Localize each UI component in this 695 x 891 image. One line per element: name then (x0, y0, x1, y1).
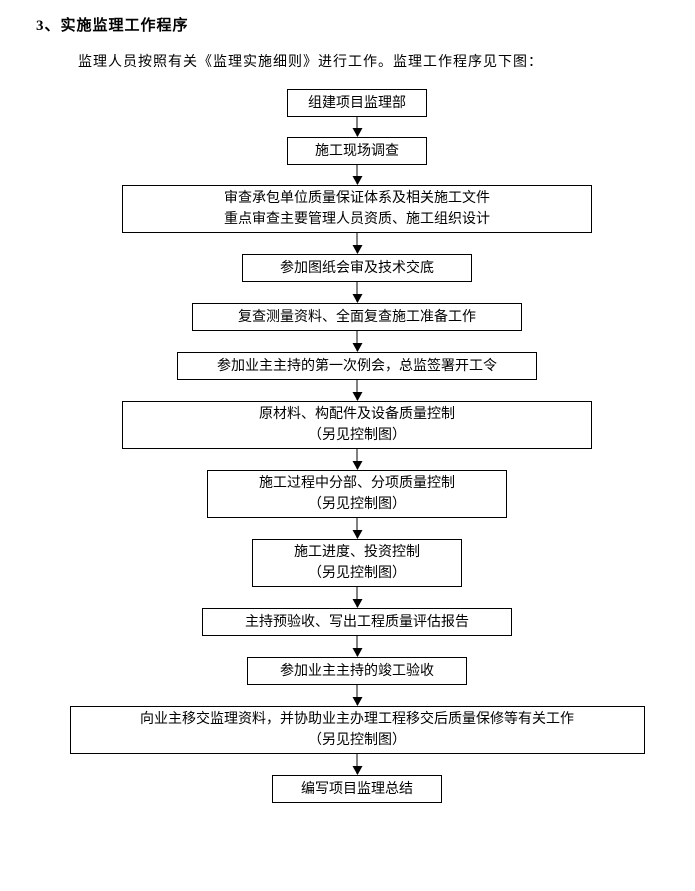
node-text: （另见控制图） (308, 563, 406, 584)
flowchart-node: 主持预验收、写出工程质量评估报告 (202, 608, 512, 636)
flowchart-node: 施工进度、投资控制（另见控制图） (252, 539, 462, 587)
node-text: 主持预验收、写出工程质量评估报告 (245, 612, 469, 633)
flowchart-node: 编写项目监理总结 (272, 775, 442, 803)
flowchart-arrow (357, 380, 358, 400)
flowchart-arrow (357, 117, 358, 136)
node-text: （另见控制图） (308, 494, 406, 515)
flowchart-arrow (357, 685, 358, 705)
flowchart-node: 向业主移交监理资料，并协助业主办理工程移交后质量保修等有关工作（另见控制图） (70, 706, 645, 754)
node-text: 审查承包单位质量保证体系及相关施工文件 (224, 188, 490, 209)
flowchart-arrow (357, 449, 358, 469)
flowchart-node: 复查测量资料、全面复查施工准备工作 (192, 303, 522, 331)
flowchart-node: 参加业主主持的第一次例会，总监签署开工令 (177, 352, 537, 380)
node-text: 复查测量资料、全面复查施工准备工作 (238, 307, 476, 328)
node-text: 参加业主主持的第一次例会，总监签署开工令 (217, 356, 497, 377)
flowchart-node: 参加业主主持的竣工验收 (247, 657, 467, 685)
node-text: 向业主移交监理资料，并协助业主办理工程移交后质量保修等有关工作 (140, 709, 574, 730)
flowchart-arrow (357, 165, 358, 184)
flowchart-arrow (357, 282, 358, 302)
node-text: （另见控制图） (308, 425, 406, 446)
flowchart-node: 参加图纸会审及技术交底 (242, 254, 472, 282)
node-text: 参加图纸会审及技术交底 (280, 258, 434, 279)
flowchart-node: 施工现场调查 (287, 137, 427, 165)
node-text: 重点审查主要管理人员资质、施工组织设计 (224, 209, 490, 230)
flowchart-node: 组建项目监理部 (287, 89, 427, 117)
flowchart-arrow (357, 754, 358, 774)
node-text: 施工现场调查 (315, 141, 399, 162)
intro-text: 监理人员按照有关《监理实施细则》进行工作。监理工作程序见下图： (78, 51, 685, 71)
flowchart-arrow (357, 518, 358, 538)
flowchart-arrow (357, 587, 358, 607)
flowchart-arrow (357, 331, 358, 351)
node-text: 施工进度、投资控制 (294, 542, 420, 563)
node-text: 施工过程中分部、分项质量控制 (259, 473, 455, 494)
flowchart-arrow (357, 233, 358, 253)
section-heading: 3、实施监理工作程序 (36, 14, 685, 35)
node-text: 原材料、构配件及设备质量控制 (259, 404, 455, 425)
flowchart-arrow (357, 636, 358, 656)
flowchart-node: 原材料、构配件及设备质量控制（另见控制图） (122, 401, 592, 449)
flowchart-node: 审查承包单位质量保证体系及相关施工文件重点审查主要管理人员资质、施工组织设计 (122, 185, 592, 233)
node-text: 参加业主主持的竣工验收 (280, 661, 434, 682)
flowchart-node: 施工过程中分部、分项质量控制（另见控制图） (207, 470, 507, 518)
node-text: （另见控制图） (308, 730, 406, 751)
node-text: 编写项目监理总结 (301, 779, 413, 800)
node-text: 组建项目监理部 (308, 93, 406, 114)
